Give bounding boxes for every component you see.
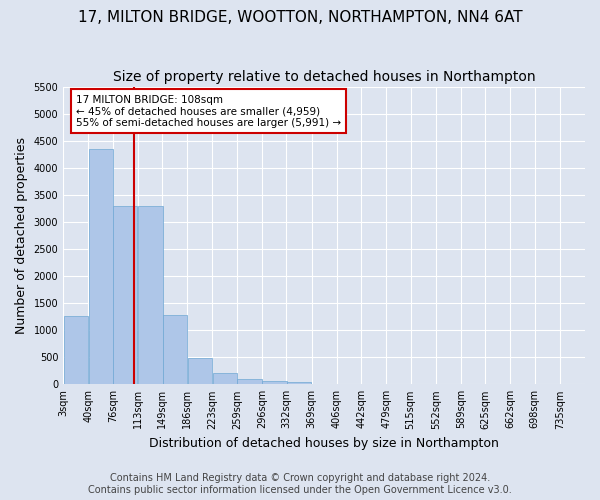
Title: Size of property relative to detached houses in Northampton: Size of property relative to detached ho… [113,70,535,84]
Bar [113,206,137,384]
Bar [188,358,212,384]
Y-axis label: Number of detached properties: Number of detached properties [15,137,28,334]
Bar [287,382,311,384]
Bar [237,380,262,384]
Text: 17 MILTON BRIDGE: 108sqm
← 45% of detached houses are smaller (4,959)
55% of sem: 17 MILTON BRIDGE: 108sqm ← 45% of detach… [76,94,341,128]
X-axis label: Distribution of detached houses by size in Northampton: Distribution of detached houses by size … [149,437,499,450]
Text: Contains HM Land Registry data © Crown copyright and database right 2024.
Contai: Contains HM Land Registry data © Crown c… [88,474,512,495]
Bar [89,149,113,384]
Bar [138,206,163,384]
Bar [213,373,237,384]
Text: 17, MILTON BRIDGE, WOOTTON, NORTHAMPTON, NN4 6AT: 17, MILTON BRIDGE, WOOTTON, NORTHAMPTON,… [77,10,523,25]
Bar [64,316,88,384]
Bar [262,381,287,384]
Bar [163,315,187,384]
